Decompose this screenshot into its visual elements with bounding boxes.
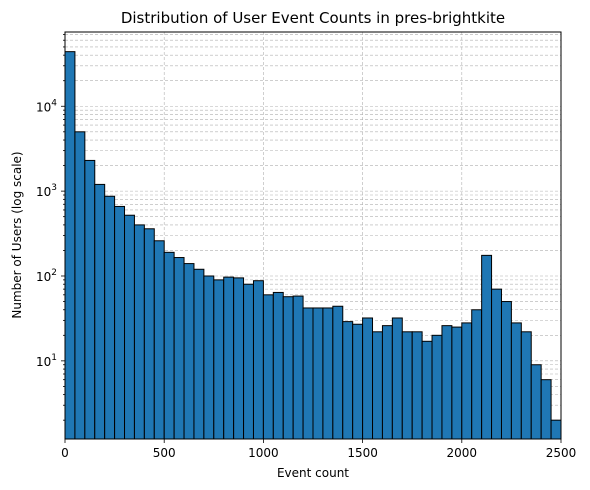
- histogram-bar: [471, 309, 483, 440]
- histogram-bar: [530, 364, 542, 440]
- x-tick-label: 1000: [248, 446, 279, 460]
- histogram-bar: [94, 183, 106, 440]
- histogram-bar: [342, 321, 354, 440]
- histogram-bar: [272, 291, 284, 440]
- histogram-bar: [510, 322, 522, 440]
- x-axis-label: Event count: [277, 466, 349, 480]
- histogram-bar: [213, 279, 225, 440]
- histogram-bar: [292, 295, 304, 440]
- histogram-bar: [252, 280, 264, 440]
- histogram-bar: [540, 379, 552, 440]
- histogram-bar: [302, 307, 314, 440]
- histogram-bar: [372, 331, 383, 440]
- x-tick-label: 1500: [347, 446, 378, 460]
- histogram-bars: [64, 51, 562, 440]
- histogram-bar: [74, 131, 86, 440]
- histogram-bar: [143, 228, 155, 440]
- histogram-bar: [223, 276, 235, 440]
- histogram-bar: [401, 331, 413, 440]
- histogram-bar: [243, 283, 254, 440]
- y-tick-label: 103: [36, 183, 57, 199]
- y-tick-label: 101: [36, 353, 57, 369]
- histogram-bar: [520, 331, 532, 440]
- histogram-bar: [550, 419, 562, 440]
- x-tick-label: 0: [61, 446, 69, 460]
- histogram-bar: [441, 325, 453, 440]
- histogram-bar: [124, 214, 135, 440]
- histogram-bar: [163, 251, 175, 440]
- histogram-bar: [233, 277, 245, 440]
- histogram-bar: [203, 275, 215, 440]
- x-tick-label: 2000: [447, 446, 478, 460]
- histogram-bar: [362, 317, 374, 440]
- y-tick-label: 102: [36, 268, 57, 284]
- histogram-bar: [491, 288, 502, 440]
- histogram-bar: [104, 195, 116, 440]
- histogram-bar: [451, 326, 463, 440]
- x-tick-label: 500: [153, 446, 176, 460]
- histogram-bar: [312, 307, 324, 440]
- histogram-bar: [352, 323, 364, 440]
- histogram-bar: [64, 51, 76, 440]
- histogram-bar: [114, 205, 126, 440]
- histogram-bar: [481, 254, 493, 440]
- y-tick-label: 104: [36, 98, 57, 114]
- y-axis-label: Number of Users (log scale): [10, 151, 24, 318]
- histogram-bar: [500, 301, 512, 440]
- histogram-bar: [262, 294, 274, 440]
- histogram-bar: [332, 305, 344, 440]
- histogram-bar: [173, 257, 185, 440]
- histogram-bar: [421, 340, 433, 440]
- histogram-bar: [133, 224, 145, 440]
- histogram-bar: [431, 334, 443, 440]
- x-tick-label: 2500: [546, 446, 577, 460]
- histogram-bar: [183, 263, 195, 440]
- chart-title: Distribution of User Event Counts in pre…: [121, 9, 505, 27]
- histogram-bar: [411, 331, 423, 440]
- histogram-bar: [322, 307, 334, 440]
- histogram-bar: [84, 159, 96, 440]
- histogram-bar: [193, 268, 205, 440]
- histogram-bar: [153, 240, 165, 440]
- axis-ticks: 0 500 1000 1500 2000 2500 101 102 103 104: [36, 34, 577, 460]
- histogram-bar: [282, 296, 294, 440]
- histogram-bar: [461, 322, 473, 440]
- histogram-bar: [381, 325, 393, 440]
- histogram-bar: [391, 317, 403, 440]
